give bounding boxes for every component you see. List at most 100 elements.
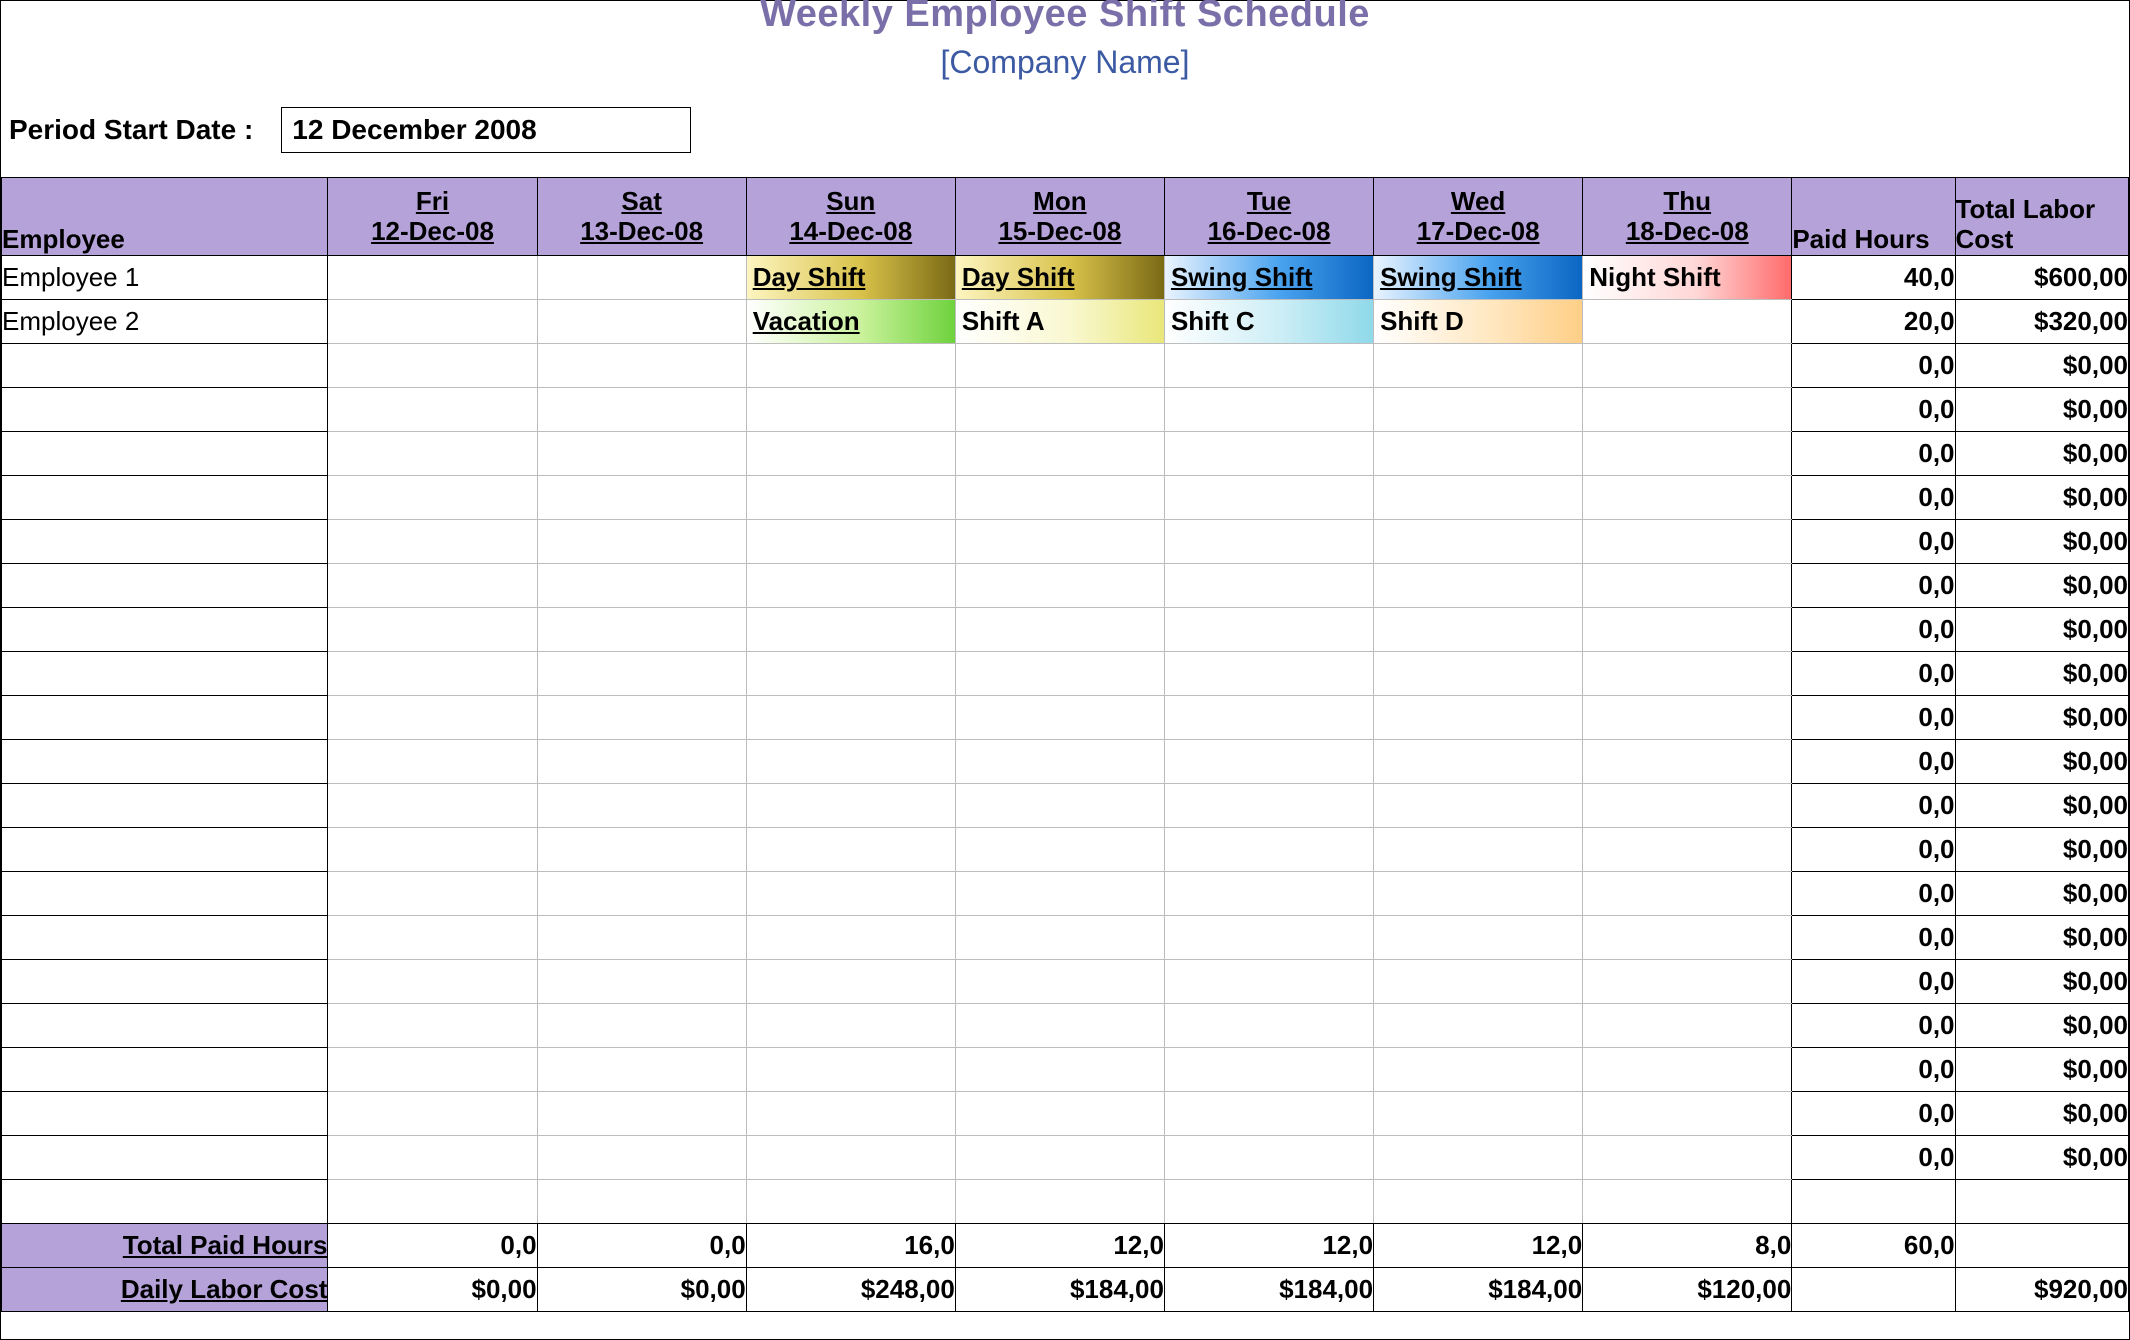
employee-cell[interactable]: Employee 1 [2, 256, 328, 300]
shift-cell[interactable] [1583, 1136, 1792, 1180]
employee-cell[interactable] [2, 1048, 328, 1092]
shift-cell[interactable] [1164, 608, 1373, 652]
shift-cell[interactable] [746, 1092, 955, 1136]
shift-cell[interactable] [746, 696, 955, 740]
shift-cell[interactable] [1164, 476, 1373, 520]
shift-cell[interactable] [1583, 476, 1792, 520]
shift-cell[interactable]: Swing Shift [1164, 256, 1373, 300]
shift-cell[interactable] [328, 1092, 537, 1136]
shift-cell[interactable] [537, 564, 746, 608]
shift-cell[interactable] [1374, 476, 1583, 520]
employee-cell[interactable] [2, 1136, 328, 1180]
shift-cell[interactable] [1164, 1136, 1373, 1180]
employee-cell[interactable] [2, 608, 328, 652]
shift-cell[interactable] [955, 652, 1164, 696]
shift-cell[interactable] [746, 520, 955, 564]
shift-cell[interactable] [1583, 564, 1792, 608]
shift-cell[interactable] [1374, 1092, 1583, 1136]
shift-pill[interactable]: Swing Shift [1165, 256, 1373, 299]
shift-cell[interactable] [955, 344, 1164, 388]
shift-cell[interactable] [1374, 608, 1583, 652]
shift-cell[interactable] [328, 916, 537, 960]
shift-cell[interactable] [1164, 652, 1373, 696]
shift-cell[interactable] [746, 476, 955, 520]
employee-cell[interactable] [2, 960, 328, 1004]
employee-cell[interactable] [2, 1004, 328, 1048]
shift-cell[interactable] [746, 564, 955, 608]
shift-cell[interactable] [1374, 1048, 1583, 1092]
shift-cell[interactable] [1583, 916, 1792, 960]
shift-cell[interactable] [537, 432, 746, 476]
shift-cell[interactable] [955, 520, 1164, 564]
shift-cell[interactable] [537, 1004, 746, 1048]
shift-cell[interactable] [955, 1136, 1164, 1180]
shift-cell[interactable] [746, 1136, 955, 1180]
shift-cell[interactable] [1583, 608, 1792, 652]
employee-cell[interactable] [2, 916, 328, 960]
shift-cell[interactable] [1583, 872, 1792, 916]
shift-cell[interactable] [1583, 828, 1792, 872]
employee-cell[interactable] [2, 520, 328, 564]
employee-cell[interactable]: Employee 2 [2, 300, 328, 344]
shift-cell[interactable] [328, 1004, 537, 1048]
shift-pill[interactable]: Vacation [747, 300, 955, 343]
shift-cell[interactable] [1164, 1048, 1373, 1092]
shift-cell[interactable] [955, 740, 1164, 784]
shift-cell[interactable] [1374, 960, 1583, 1004]
shift-cell[interactable] [746, 652, 955, 696]
shift-cell[interactable] [1374, 344, 1583, 388]
shift-cell[interactable] [955, 1004, 1164, 1048]
shift-cell[interactable] [746, 1004, 955, 1048]
employee-cell[interactable] [2, 696, 328, 740]
shift-cell[interactable] [328, 520, 537, 564]
shift-cell[interactable] [955, 696, 1164, 740]
shift-pill[interactable]: Day Shift [747, 256, 955, 299]
shift-cell[interactable] [328, 300, 537, 344]
shift-cell[interactable] [537, 256, 746, 300]
shift-cell[interactable] [746, 388, 955, 432]
period-start-date-input[interactable] [281, 107, 691, 153]
shift-cell[interactable] [1164, 520, 1373, 564]
shift-cell[interactable] [1583, 300, 1792, 344]
shift-cell[interactable] [1164, 828, 1373, 872]
shift-cell[interactable] [537, 300, 746, 344]
shift-pill[interactable]: Swing Shift [1374, 256, 1582, 299]
shift-cell[interactable] [1374, 1180, 1583, 1224]
shift-cell[interactable] [328, 388, 537, 432]
shift-cell[interactable] [955, 1092, 1164, 1136]
shift-cell[interactable] [1164, 696, 1373, 740]
shift-cell[interactable]: Swing Shift [1374, 256, 1583, 300]
employee-cell[interactable] [2, 344, 328, 388]
employee-cell[interactable] [2, 476, 328, 520]
shift-cell[interactable] [955, 608, 1164, 652]
employee-cell[interactable] [2, 828, 328, 872]
shift-cell[interactable] [1374, 872, 1583, 916]
shift-pill[interactable]: Shift D [1374, 300, 1582, 343]
shift-cell[interactable] [328, 1048, 537, 1092]
shift-cell[interactable] [746, 344, 955, 388]
shift-cell[interactable] [1374, 784, 1583, 828]
shift-cell[interactable] [955, 916, 1164, 960]
shift-cell[interactable] [1583, 652, 1792, 696]
shift-cell[interactable] [537, 1048, 746, 1092]
shift-cell[interactable] [537, 784, 746, 828]
shift-cell[interactable] [1374, 652, 1583, 696]
shift-cell[interactable] [1164, 1092, 1373, 1136]
shift-cell[interactable] [1374, 388, 1583, 432]
shift-cell[interactable] [537, 608, 746, 652]
shift-cell[interactable] [328, 828, 537, 872]
shift-cell[interactable] [746, 740, 955, 784]
shift-cell[interactable] [1583, 1004, 1792, 1048]
shift-cell[interactable] [537, 960, 746, 1004]
employee-cell[interactable] [2, 388, 328, 432]
shift-cell[interactable] [1583, 520, 1792, 564]
shift-cell[interactable] [1583, 1048, 1792, 1092]
shift-cell[interactable]: Night Shift [1583, 256, 1792, 300]
shift-cell[interactable] [1583, 740, 1792, 784]
shift-pill[interactable]: Shift A [956, 300, 1164, 343]
shift-cell[interactable] [746, 784, 955, 828]
shift-cell[interactable] [537, 520, 746, 564]
shift-cell[interactable] [746, 872, 955, 916]
shift-cell[interactable] [328, 256, 537, 300]
shift-cell[interactable] [955, 828, 1164, 872]
